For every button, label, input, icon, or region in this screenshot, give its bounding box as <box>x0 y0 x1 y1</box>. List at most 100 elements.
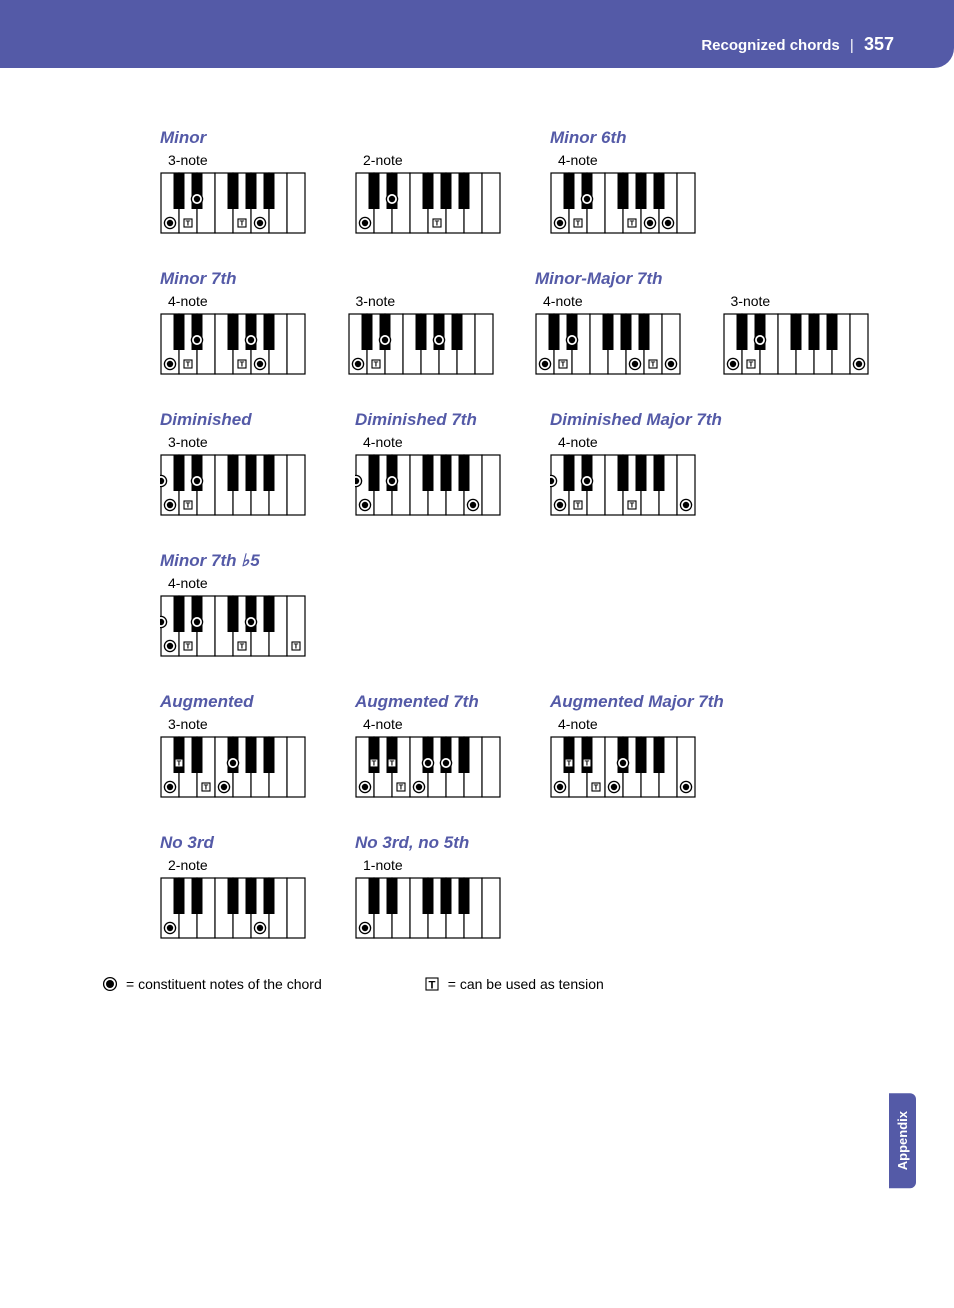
chord-grid: Minor 3-note T T 2-note T Minor 6th 4-note… <box>160 128 880 944</box>
svg-text:T: T <box>651 360 656 369</box>
svg-text:T: T <box>204 783 209 792</box>
svg-text:T: T <box>585 759 590 768</box>
note-count-label: 4-note <box>168 293 318 309</box>
chord-cell: Augmented Major 7th 4-note T T T <box>550 692 715 803</box>
chord-title: Minor-Major 7th <box>535 269 693 289</box>
chord-row: Minor 7th 4-note T T 3-note T Minor-Major… <box>160 269 880 380</box>
svg-text:T: T <box>294 642 299 651</box>
keyboard-diagram <box>160 877 306 939</box>
note-count-label: 3-note <box>356 293 506 309</box>
svg-text:T: T <box>576 501 581 510</box>
svg-text:T: T <box>561 360 566 369</box>
chord-cell: No 3rd 2-note <box>160 833 325 944</box>
chord-cell: Minor 7th ♭5 4-note T T T <box>160 551 325 662</box>
note-count-label: 2-note <box>363 152 520 168</box>
note-count-label: 3-note <box>168 716 325 732</box>
keyboard-diagram: T T <box>160 313 306 375</box>
svg-text:T: T <box>390 759 395 768</box>
keyboard-diagram: T <box>723 313 869 375</box>
chord-cell: Minor 6th 4-note T T <box>550 128 715 239</box>
keyboard-diagram: T T T <box>355 736 501 798</box>
note-count-label: 4-note <box>543 293 693 309</box>
chord-title: Minor 7th <box>160 269 318 289</box>
svg-text:T: T <box>373 360 378 369</box>
page-header: Recognized chords | 357 <box>0 0 954 68</box>
note-count-label: 4-note <box>558 434 715 450</box>
chord-cell: 3-note T <box>348 269 506 380</box>
chord-title: No 3rd <box>160 833 325 853</box>
header-text: Recognized chords | 357 <box>701 34 894 55</box>
tension-t-icon: T <box>422 974 442 994</box>
chord-cell: Diminished 3-note T <box>160 410 325 521</box>
note-count-label: 4-note <box>558 152 715 168</box>
svg-text:T: T <box>186 642 191 651</box>
chord-title: Augmented <box>160 692 325 712</box>
keyboard-diagram <box>355 454 501 516</box>
svg-text:T: T <box>428 980 435 992</box>
chord-title-empty <box>355 128 520 148</box>
keyboard-diagram: T <box>355 172 501 234</box>
svg-text:T: T <box>240 219 245 228</box>
note-count-label: 4-note <box>558 716 715 732</box>
svg-text:T: T <box>576 219 581 228</box>
chord-title: Minor 7th ♭5 <box>160 551 325 571</box>
header-section-title: Recognized chords <box>701 37 839 54</box>
svg-text:T: T <box>240 642 245 651</box>
header-page-number: 357 <box>864 34 894 54</box>
chord-title: Minor <box>160 128 325 148</box>
svg-text:T: T <box>748 360 753 369</box>
svg-text:T: T <box>240 360 245 369</box>
chord-cell: Augmented 7th 4-note T T T <box>355 692 520 803</box>
keyboard-diagram: T T <box>550 172 696 234</box>
chord-row: No 3rd 2-note No 3rd, no 5th 1-note <box>160 833 880 944</box>
chord-cell: Minor 3-note T T <box>160 128 325 239</box>
keyboard-diagram: T T <box>535 313 681 375</box>
svg-text:T: T <box>186 219 191 228</box>
svg-text:T: T <box>186 360 191 369</box>
keyboard-diagram: T T <box>550 454 696 516</box>
note-count-label: 1-note <box>363 857 520 873</box>
svg-text:T: T <box>399 783 404 792</box>
chord-title: Diminished 7th <box>355 410 520 430</box>
chord-cell: Minor-Major 7th 4-note T T <box>535 269 693 380</box>
svg-text:T: T <box>177 759 182 768</box>
legend-constituent: = constituent notes of the chord <box>100 974 322 994</box>
keyboard-diagram: T <box>160 454 306 516</box>
chord-title: Minor 6th <box>550 128 715 148</box>
chord-title: Augmented Major 7th <box>550 692 715 712</box>
note-count-label: 4-note <box>363 716 520 732</box>
chord-cell: Minor 7th 4-note T T <box>160 269 318 380</box>
keyboard-diagram <box>355 877 501 939</box>
chord-title: Diminished <box>160 410 325 430</box>
keyboard-diagram: T T T <box>160 595 306 657</box>
svg-text:T: T <box>435 219 440 228</box>
svg-text:T: T <box>567 759 572 768</box>
chord-title: No 3rd, no 5th <box>355 833 520 853</box>
note-count-label: 2-note <box>168 857 325 873</box>
note-count-label: 3-note <box>168 434 325 450</box>
chord-title-empty <box>723 269 881 289</box>
chord-title: Augmented 7th <box>355 692 520 712</box>
chord-title: Diminished Major 7th <box>550 410 715 430</box>
keyboard-diagram: T <box>348 313 494 375</box>
note-count-label: 3-note <box>168 152 325 168</box>
chord-row: Minor 7th ♭5 4-note T T T <box>160 551 880 662</box>
legend-tension: T = can be used as tension <box>422 974 604 994</box>
svg-text:T: T <box>594 783 599 792</box>
chord-title-empty <box>348 269 506 289</box>
note-count-label: 4-note <box>363 434 520 450</box>
chord-row: Minor 3-note T T 2-note T Minor 6th 4-note… <box>160 128 880 239</box>
chord-cell: No 3rd, no 5th 1-note <box>355 833 520 944</box>
chord-cell: 2-note T <box>355 128 520 239</box>
chord-cell: Augmented 3-note T T <box>160 692 325 803</box>
chord-row: Diminished3-note T Diminished 7th4-note … <box>160 410 880 521</box>
appendix-side-tab: Appendix <box>889 1093 916 1188</box>
chord-row: Augmented 3-note T T Augmented 7th 4-note … <box>160 692 880 803</box>
svg-text:T: T <box>186 501 191 510</box>
chord-cell: Diminished 7th 4-note <box>355 410 520 521</box>
keyboard-diagram: T T <box>160 172 306 234</box>
keyboard-diagram: T T <box>160 736 306 798</box>
note-count-label: 4-note <box>168 575 325 591</box>
note-count-label: 3-note <box>731 293 881 309</box>
legend: = constituent notes of the chord T = can… <box>100 974 894 994</box>
